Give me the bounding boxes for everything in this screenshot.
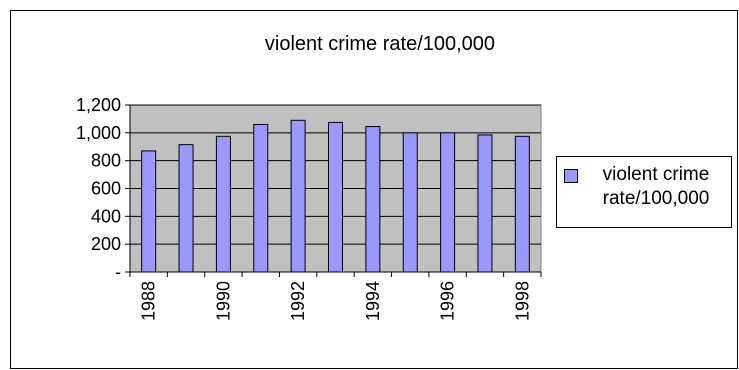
legend: violent crime rate/100,000 bbox=[556, 156, 732, 228]
bar-1994 bbox=[365, 126, 381, 273]
legend-label: violent crime rate/100,000 bbox=[602, 164, 710, 209]
bar-1989 bbox=[178, 144, 194, 273]
y-tick-label: 1,000 bbox=[76, 123, 121, 143]
y-tick-label: 200 bbox=[91, 234, 121, 254]
y-tick-label: 1,200 bbox=[76, 95, 121, 115]
x-tick-label: 1988 bbox=[139, 281, 159, 321]
x-tick-label: 1992 bbox=[288, 281, 308, 321]
y-axis-ticks: - 200 400 600 800 1,000 1,200 bbox=[76, 95, 130, 282]
x-tick-label: 1998 bbox=[512, 281, 532, 321]
bar-1988 bbox=[141, 150, 157, 273]
bar-1998 bbox=[514, 135, 530, 273]
bar-1996 bbox=[440, 132, 456, 273]
x-axis-ticks: 1988 1990 1992 1994 1996 1998 bbox=[129, 272, 542, 321]
x-tick-label: 1990 bbox=[213, 281, 233, 321]
y-tick-label: 400 bbox=[91, 206, 121, 226]
bar-1997 bbox=[477, 134, 493, 273]
bars bbox=[141, 119, 530, 273]
bar-1992 bbox=[290, 119, 306, 273]
bar-1995 bbox=[402, 132, 418, 273]
bar-1991 bbox=[253, 123, 269, 273]
legend-swatch bbox=[564, 169, 578, 183]
chart-title: violent crime rate/100,000 bbox=[265, 33, 495, 55]
x-tick-label: 1994 bbox=[363, 281, 383, 321]
y-tick-label: 600 bbox=[91, 179, 121, 199]
x-tick-label: 1996 bbox=[438, 281, 458, 321]
y-tick-label: 800 bbox=[91, 151, 121, 171]
bar-1990 bbox=[215, 135, 231, 273]
bar-1993 bbox=[328, 121, 343, 273]
y-tick-label: - bbox=[115, 262, 121, 282]
